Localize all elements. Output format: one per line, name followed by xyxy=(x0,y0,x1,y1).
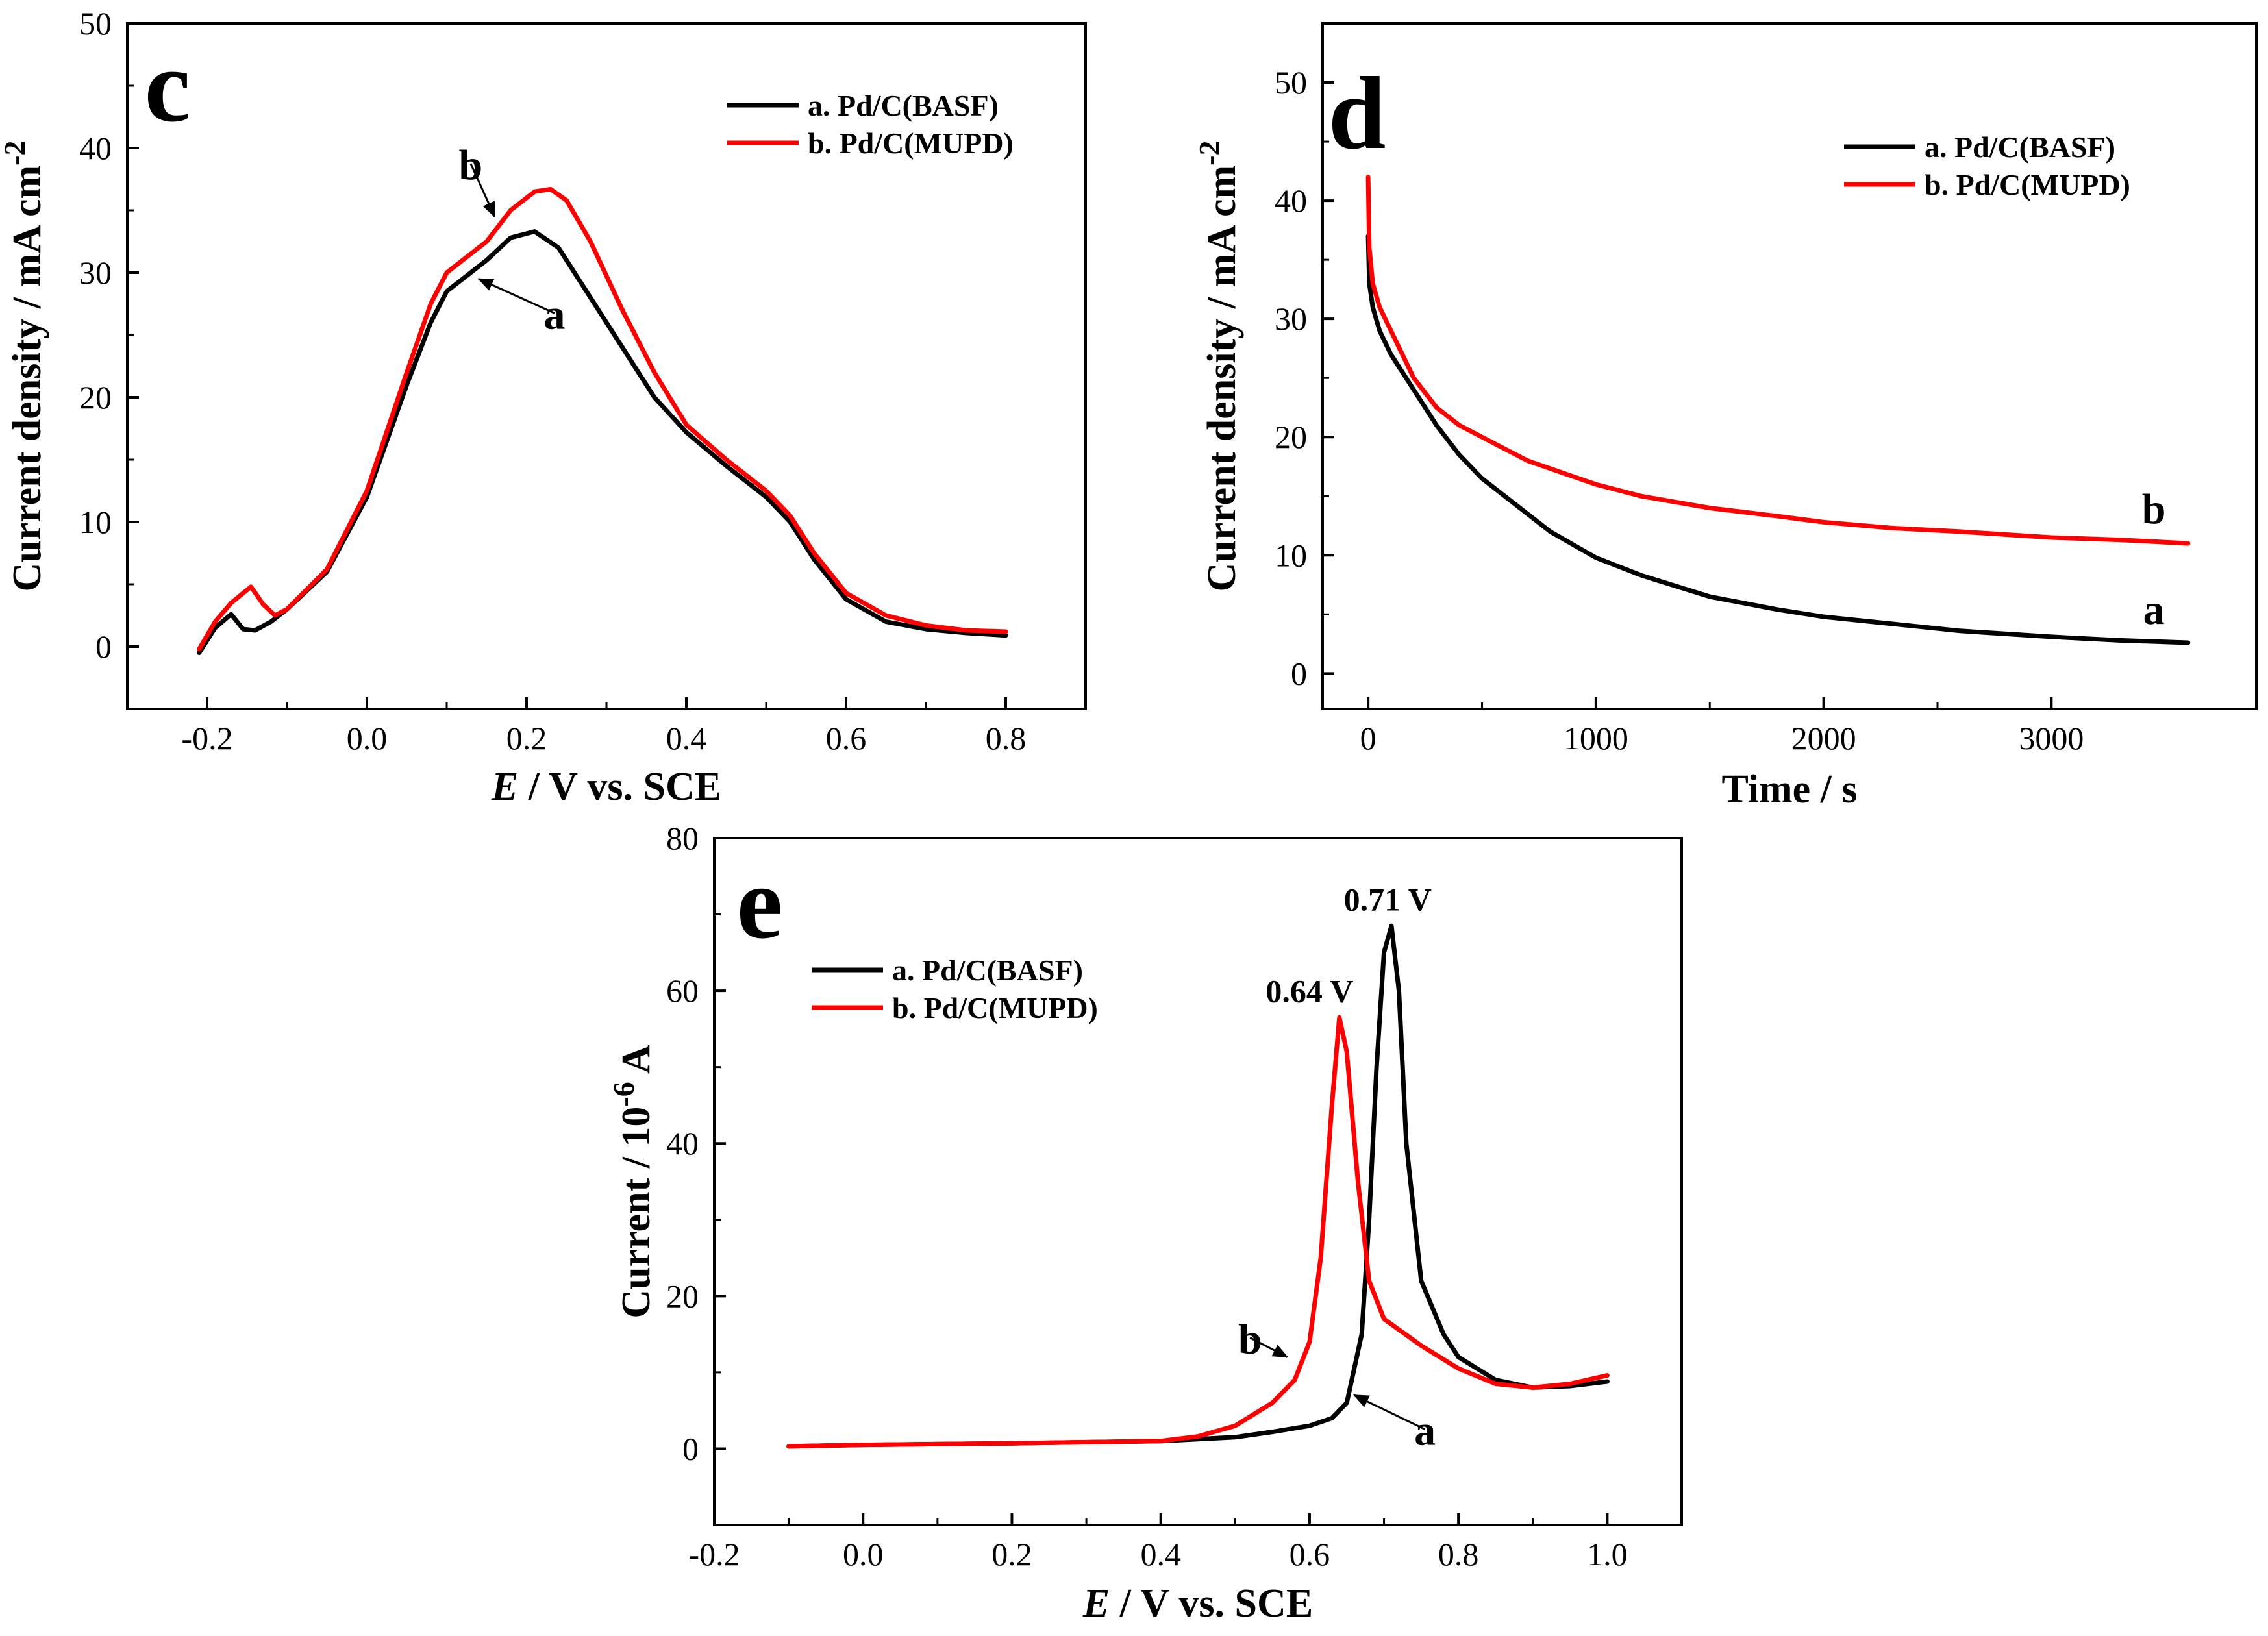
y-axis-title: Current / 10-6 A xyxy=(607,1045,658,1318)
y-tick-label: 10 xyxy=(79,504,112,540)
legend-label: a. Pd/C(BASF) xyxy=(892,954,1083,987)
y-tick-label: 40 xyxy=(666,1125,699,1161)
x-tick-label: 2000 xyxy=(1791,720,1856,756)
y-axis-title-superscript: -2 xyxy=(1193,140,1226,165)
x-axis-title: Time / s xyxy=(1722,767,1858,812)
panel-letter: e xyxy=(736,845,782,960)
peak-annotation: 0.64 V xyxy=(1265,973,1353,1010)
x-tick-label: 1.0 xyxy=(1587,1536,1628,1572)
y-axis-title-superscript: -2 xyxy=(0,140,31,165)
curve-label-a: a xyxy=(544,291,566,338)
series-line-b xyxy=(1365,175,2191,546)
panel-letter: c xyxy=(144,28,190,143)
y-axis-title: Current density / mA cm-2 xyxy=(0,140,49,591)
y-axis-title-unit: A xyxy=(614,1045,658,1082)
x-tick-label: -0.2 xyxy=(688,1536,740,1572)
curve-label-arrow xyxy=(477,278,555,314)
curve-label-b: b xyxy=(1238,1316,1262,1363)
legend-label: b. Pd/C(MUPD) xyxy=(892,991,1098,1024)
curve-label-a: a xyxy=(1414,1407,1436,1455)
x-tick-label: 0.2 xyxy=(991,1536,1032,1572)
y-tick-label: 30 xyxy=(1275,301,1307,337)
series-line-a xyxy=(1365,234,2191,645)
x-tick-label: 0.6 xyxy=(1290,1536,1330,1572)
x-axis-title-italic: E xyxy=(491,765,518,809)
curve-label-arrow xyxy=(469,163,496,218)
series-line-b xyxy=(786,1015,1610,1449)
x-tick-label: 0.8 xyxy=(986,720,1027,756)
x-tick-label: 0.8 xyxy=(1438,1536,1479,1572)
x-tick-label: 0 xyxy=(1360,720,1377,756)
curve-label-b: b xyxy=(2142,486,2166,533)
legend-label: b. Pd/C(MUPD) xyxy=(1925,168,2130,201)
y-axis-title-text: Current density / mA cm xyxy=(1200,166,1244,592)
x-tick-label: 1000 xyxy=(1564,720,1628,756)
curve-label-arrow xyxy=(1249,1337,1289,1358)
y-tick-label: 0 xyxy=(95,628,112,665)
y-tick-label: 10 xyxy=(1275,537,1307,573)
y-tick-label: 30 xyxy=(79,254,112,291)
y-axis-title: Current density / mA cm-2 xyxy=(1193,140,1244,591)
series-line-a xyxy=(197,229,1008,656)
y-tick-label: 50 xyxy=(1275,64,1307,101)
x-tick-label: 0.0 xyxy=(347,720,388,756)
x-tick-label: 0.2 xyxy=(506,720,547,756)
chart-panel-d: 0 1000 2000 3000 0 10 20 30 40 50 d a. Pd/C(BASF) b.… xyxy=(1193,22,2258,812)
legend-label: a. Pd/C(BASF) xyxy=(1925,130,2115,164)
y-tick-label: 20 xyxy=(1275,419,1307,455)
y-tick-label: 40 xyxy=(1275,182,1307,219)
curve-label-arrow xyxy=(1352,1394,1426,1430)
chart-panel-e: -0.2 0.0 0.2 0.4 0.6 0.8 1.0 0 20 40 60 80 e a. Pd/C(… xyxy=(607,820,1683,1626)
x-axis-title-text: / V vs. SCE xyxy=(518,765,721,809)
x-axis-title: E / V vs. SCE xyxy=(491,765,721,809)
y-axis-title-text: Current / 10 xyxy=(614,1107,658,1319)
x-tick-label: 0.6 xyxy=(826,720,867,756)
peak-annotation: 0.71 V xyxy=(1344,882,1432,918)
chart-panel-c: -0.2 0.0 0.2 0.4 0.6 0.8 0 10 20 30 40 50 c a. Pd/C(B… xyxy=(0,5,1087,809)
x-tick-label: 0.0 xyxy=(843,1536,884,1572)
y-tick-label: 0 xyxy=(1291,655,1307,691)
series-line-a xyxy=(786,923,1610,1449)
y-tick-label: 80 xyxy=(666,820,699,856)
x-axis-title: E / V vs. SCE xyxy=(1082,1581,1313,1626)
y-tick-label: 40 xyxy=(79,130,112,166)
plot-frame xyxy=(1321,22,2258,710)
x-tick-label: 0.4 xyxy=(666,720,707,756)
panel-letter: d xyxy=(1328,55,1386,171)
curve-label-a: a xyxy=(2143,586,2165,634)
x-axis-title-text: Time / s xyxy=(1722,767,1858,812)
series-line-b xyxy=(197,186,1008,652)
y-tick-label: 60 xyxy=(666,973,699,1009)
x-tick-label: -0.2 xyxy=(181,720,232,756)
legend-label: b. Pd/C(MUPD) xyxy=(808,127,1014,160)
plot-frame xyxy=(713,837,1683,1526)
y-tick-label: 20 xyxy=(79,379,112,415)
x-axis-title-italic: E xyxy=(1082,1581,1110,1626)
legend-label: a. Pd/C(BASF) xyxy=(808,89,999,122)
y-tick-label: 50 xyxy=(79,5,112,42)
y-axis-title-text: Current density / mA cm xyxy=(5,166,49,592)
y-axis-title-superscript: -6 xyxy=(607,1082,640,1106)
y-tick-label: 0 xyxy=(682,1430,699,1467)
y-tick-label: 20 xyxy=(666,1278,699,1314)
x-tick-label: 0.4 xyxy=(1140,1536,1181,1572)
x-axis-title-text: / V vs. SCE xyxy=(1110,1581,1313,1626)
x-tick-label: 3000 xyxy=(2019,720,2084,756)
